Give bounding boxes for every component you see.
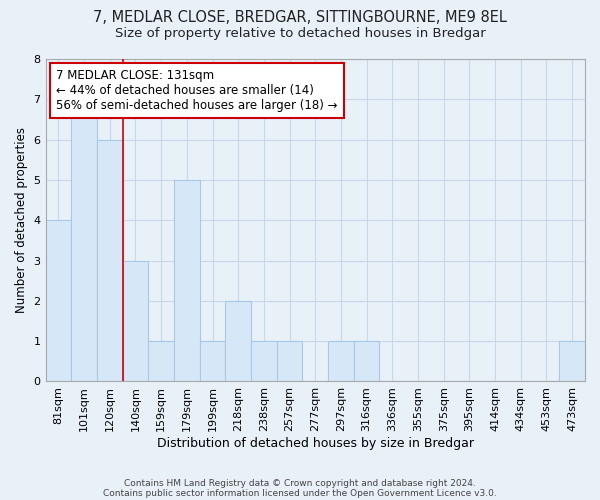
Bar xyxy=(277,341,302,382)
Text: Contains HM Land Registry data © Crown copyright and database right 2024.: Contains HM Land Registry data © Crown c… xyxy=(124,478,476,488)
Bar xyxy=(226,301,251,382)
Bar xyxy=(174,180,200,382)
Bar xyxy=(122,260,148,382)
Text: Contains public sector information licensed under the Open Government Licence v3: Contains public sector information licen… xyxy=(103,488,497,498)
Bar xyxy=(328,341,354,382)
Bar xyxy=(46,220,71,382)
Text: Size of property relative to detached houses in Bredgar: Size of property relative to detached ho… xyxy=(115,28,485,40)
Text: 7 MEDLAR CLOSE: 131sqm
← 44% of detached houses are smaller (14)
56% of semi-det: 7 MEDLAR CLOSE: 131sqm ← 44% of detached… xyxy=(56,68,338,112)
Bar xyxy=(148,341,174,382)
Bar xyxy=(251,341,277,382)
Text: 7, MEDLAR CLOSE, BREDGAR, SITTINGBOURNE, ME9 8EL: 7, MEDLAR CLOSE, BREDGAR, SITTINGBOURNE,… xyxy=(93,10,507,25)
X-axis label: Distribution of detached houses by size in Bredgar: Distribution of detached houses by size … xyxy=(157,437,474,450)
Bar xyxy=(97,140,122,382)
Bar xyxy=(354,341,379,382)
Y-axis label: Number of detached properties: Number of detached properties xyxy=(15,127,28,313)
Bar xyxy=(200,341,226,382)
Bar xyxy=(559,341,585,382)
Bar xyxy=(71,100,97,382)
